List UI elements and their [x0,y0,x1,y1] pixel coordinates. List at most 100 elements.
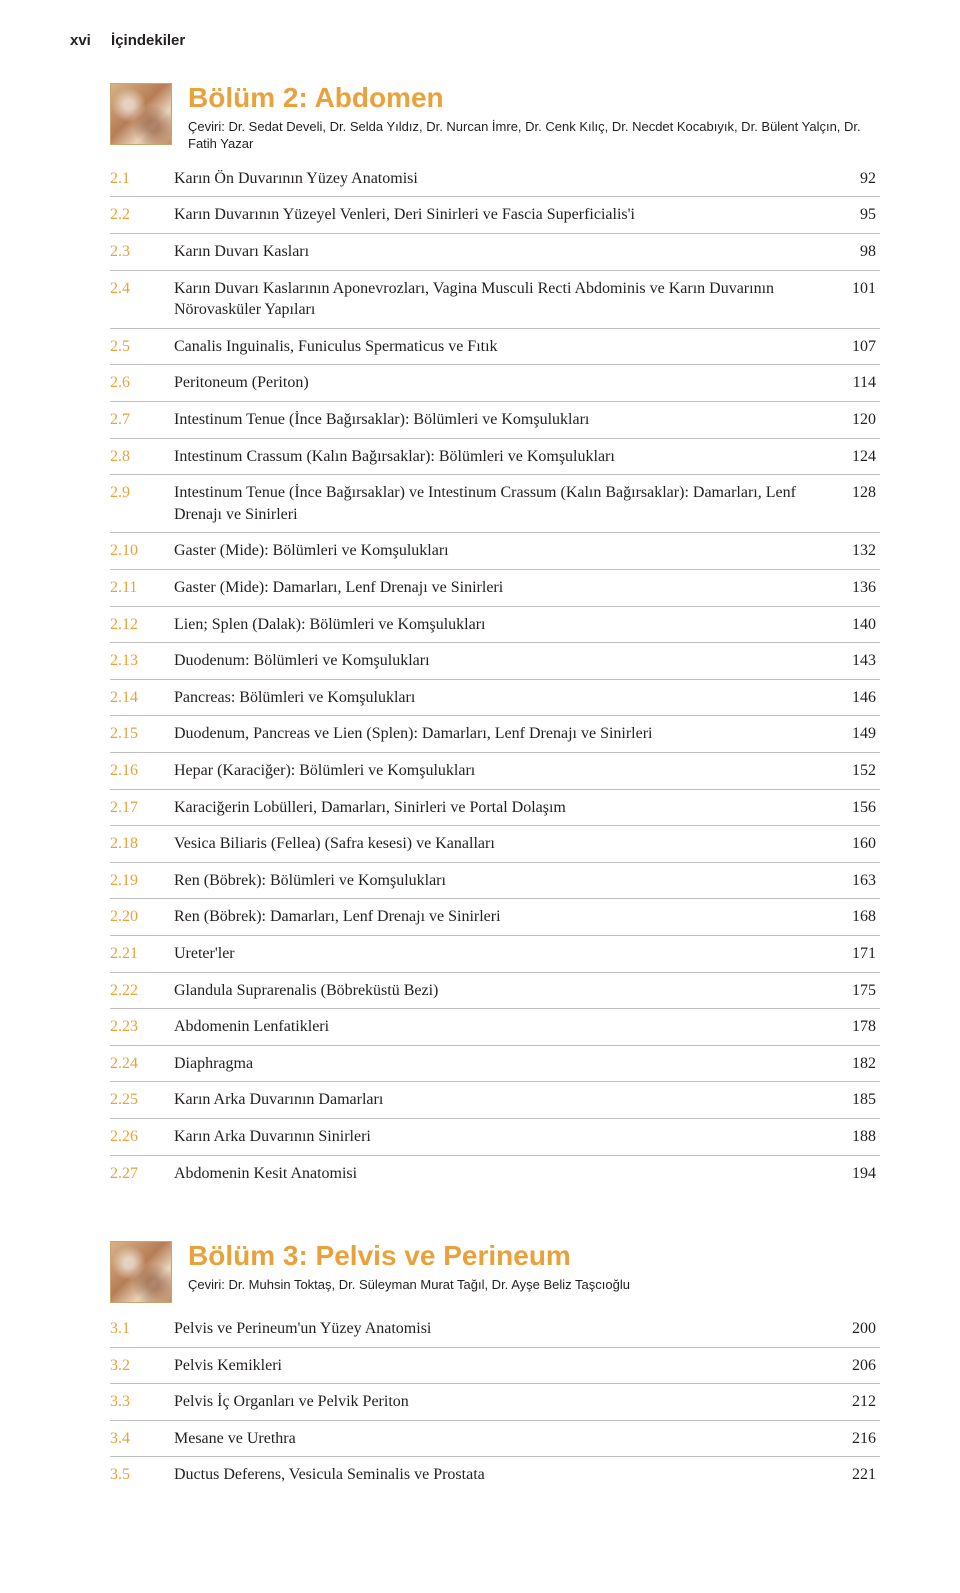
toc-row: 2.1Karın Ön Duvarının Yüzey Anatomisi92 [110,161,880,198]
toc-entry-number: 2.24 [110,1053,174,1075]
toc-entry-page: 194 [828,1163,876,1185]
toc-entry-page: 143 [828,650,876,672]
toc-entry-number: 2.12 [110,614,174,636]
toc-entry-page: 120 [828,409,876,431]
toc-entry-page: 149 [828,723,876,745]
toc-entry-page: 146 [828,687,876,709]
toc-entry-number: 2.23 [110,1016,174,1038]
toc-entry-page: 178 [828,1016,876,1038]
toc-row: 2.27Abdomenin Kesit Anatomisi194 [110,1156,880,1192]
toc-entry-page: 171 [828,943,876,965]
toc-row: 2.23Abdomenin Lenfatikleri178 [110,1009,880,1046]
toc-entry-page: 185 [828,1089,876,1111]
section-pelvis: Bölüm 3: Pelvis ve Perineum Çeviri: Dr. … [70,1241,890,1493]
section-abdomen: Bölüm 2: Abdomen Çeviri: Dr. Sedat Devel… [70,83,890,1191]
toc-entry-title: Karın Duvarı Kasları [174,241,828,263]
toc-row: 3.4Mesane ve Urethra216 [110,1421,880,1458]
toc-row: 2.21Ureter'ler171 [110,936,880,973]
toc-row: 2.5Canalis Inguinalis, Funiculus Spermat… [110,329,880,366]
toc-entry-number: 2.17 [110,797,174,819]
toc-entry-page: 168 [828,906,876,928]
toc-row: 2.12Lien; Splen (Dalak): Bölümleri ve Ko… [110,607,880,644]
toc-row: 2.10Gaster (Mide): Bölümleri ve Komşuluk… [110,533,880,570]
toc-entry-title: Abdomenin Kesit Anatomisi [174,1163,828,1185]
toc-entry-title: Pancreas: Bölümleri ve Komşulukları [174,687,828,709]
toc-entry-title: Karın Duvarı Kaslarının Aponevrozları, V… [174,278,828,321]
toc-entry-title: Mesane ve Urethra [174,1428,828,1450]
toc-entry-page: 98 [828,241,876,263]
toc-entry-title: Karın Arka Duvarının Damarları [174,1089,828,1111]
section-subtitle: Çeviri: Dr. Muhsin Toktaş, Dr. Süleyman … [188,1276,890,1294]
toc-entry-title: Peritoneum (Periton) [174,372,828,394]
toc-row: 2.26Karın Arka Duvarının Sinirleri188 [110,1119,880,1156]
toc-entry-number: 2.18 [110,833,174,855]
toc-entry-number: 2.2 [110,204,174,226]
toc-entry-page: 212 [828,1391,876,1413]
toc-entry-title: Duodenum: Bölümleri ve Komşulukları [174,650,828,672]
toc-entry-page: 101 [828,278,876,300]
toc-entry-title: Intestinum Tenue (İnce Bağırsaklar) ve I… [174,482,828,525]
toc-row: 2.25Karın Arka Duvarının Damarları185 [110,1082,880,1119]
toc-entry-page: 200 [828,1318,876,1340]
toc-entry-title: Canalis Inguinalis, Funiculus Spermaticu… [174,336,828,358]
toc-entry-title: Duodenum, Pancreas ve Lien (Splen): Dama… [174,723,828,745]
toc-row: 2.7Intestinum Tenue (İnce Bağırsaklar): … [110,402,880,439]
toc-entry-page: 182 [828,1053,876,1075]
toc-entry-number: 2.3 [110,241,174,263]
toc-entry-title: Intestinum Tenue (İnce Bağırsaklar): Böl… [174,409,828,431]
toc-row: 3.5Ductus Deferens, Vesicula Seminalis v… [110,1457,880,1493]
toc-row: 2.14Pancreas: Bölümleri ve Komşulukları1… [110,680,880,717]
toc-entry-page: 175 [828,980,876,1002]
toc-row: 2.3Karın Duvarı Kasları98 [110,234,880,271]
toc-row: 2.6Peritoneum (Periton)114 [110,365,880,402]
toc-entry-number: 2.26 [110,1126,174,1148]
toc-entry-title: Intestinum Crassum (Kalın Bağırsaklar): … [174,446,828,468]
toc-row: 2.13Duodenum: Bölümleri ve Komşulukları1… [110,643,880,680]
section-header: Bölüm 2: Abdomen Çeviri: Dr. Sedat Devel… [110,83,890,153]
toc-entry-title: Glandula Suprarenalis (Böbreküstü Bezi) [174,980,828,1002]
toc-entry-number: 3.3 [110,1391,174,1413]
toc-entry-number: 3.2 [110,1355,174,1377]
toc-entry-page: 216 [828,1428,876,1450]
toc-entry-page: 124 [828,446,876,468]
running-section-label: İçindekiler [111,32,185,49]
toc-entry-number: 2.19 [110,870,174,892]
toc-entry-number: 2.10 [110,540,174,562]
toc-row: 2.19Ren (Böbrek): Bölümleri ve Komşulukl… [110,863,880,900]
toc-entry-number: 2.22 [110,980,174,1002]
toc-entry-title: Pelvis İç Organları ve Pelvik Periton [174,1391,828,1413]
toc-entry-page: 92 [828,168,876,190]
toc-entry-page: 95 [828,204,876,226]
toc-entry-page: 128 [828,482,876,504]
toc-entry-number: 2.21 [110,943,174,965]
toc-entry-title: Karın Arka Duvarının Sinirleri [174,1126,828,1148]
toc-entry-title: Lien; Splen (Dalak): Bölümleri ve Komşul… [174,614,828,636]
toc-entry-page: 156 [828,797,876,819]
toc-row: 2.18Vesica Biliaris (Fellea) (Safra kese… [110,826,880,863]
toc-entry-number: 2.20 [110,906,174,928]
toc-entry-title: Ren (Böbrek): Bölümleri ve Komşulukları [174,870,828,892]
toc-entry-title: Ureter'ler [174,943,828,965]
toc-entry-number: 2.9 [110,482,174,504]
toc-entry-page: 140 [828,614,876,636]
toc-entry-title: Ductus Deferens, Vesicula Seminalis ve P… [174,1464,828,1486]
toc-row: 2.16Hepar (Karaciğer): Bölümleri ve Komş… [110,753,880,790]
toc-entry-number: 2.1 [110,168,174,190]
toc-row: 3.3Pelvis İç Organları ve Pelvik Periton… [110,1384,880,1421]
toc-entry-title: Diaphragma [174,1053,828,1075]
toc-entry-number: 3.1 [110,1318,174,1340]
toc-entry-number: 2.16 [110,760,174,782]
toc-row: 2.22Glandula Suprarenalis (Böbreküstü Be… [110,973,880,1010]
running-page-number: xvi [70,32,91,49]
toc-row: 2.4Karın Duvarı Kaslarının Aponevrozları… [110,271,880,329]
toc-entry-title: Pelvis Kemikleri [174,1355,828,1377]
toc-entry-page: 114 [828,372,876,394]
toc-row: 2.9Intestinum Tenue (İnce Bağırsaklar) v… [110,475,880,533]
toc-row: 2.20Ren (Böbrek): Damarları, Lenf Drenaj… [110,899,880,936]
section-header: Bölüm 3: Pelvis ve Perineum Çeviri: Dr. … [110,1241,890,1303]
toc-entry-number: 2.6 [110,372,174,394]
toc-entry-title: Ren (Böbrek): Damarları, Lenf Drenajı ve… [174,906,828,928]
toc-entry-number: 3.5 [110,1464,174,1486]
toc-list: 2.1Karın Ön Duvarının Yüzey Anatomisi922… [110,161,880,1191]
toc-row: 3.1Pelvis ve Perineum'un Yüzey Anatomisi… [110,1311,880,1348]
